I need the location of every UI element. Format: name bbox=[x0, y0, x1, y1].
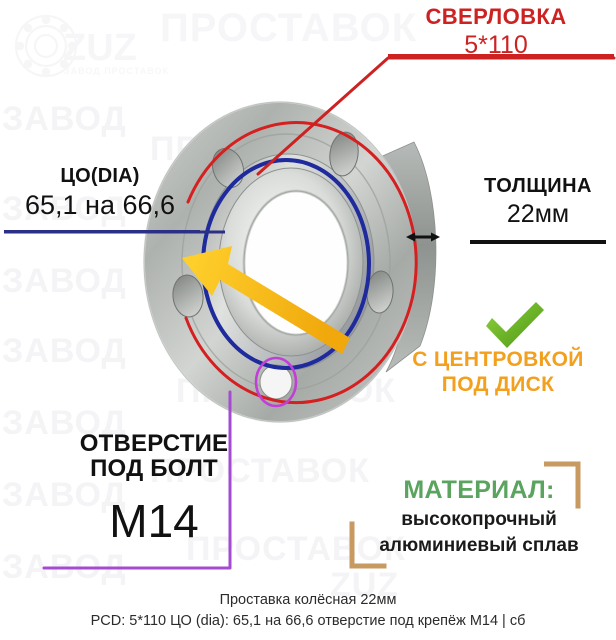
watermark-text: ZUZ bbox=[330, 566, 400, 604]
material-bracket-bottom-left bbox=[349, 521, 387, 569]
callout-drilling: СВЕРЛОВКА 5*110 bbox=[378, 4, 614, 59]
callout-hub-centric: С ЦЕНТРОВКОЙ ПОД ДИСК bbox=[382, 348, 614, 398]
bolt-hole-leader-line bbox=[42, 390, 232, 570]
material-line-2: алюминиевый сплав bbox=[379, 535, 579, 557]
bolt-hole-value: M14 bbox=[109, 494, 199, 547]
product-image-wheel-spacer bbox=[143, 101, 437, 423]
callout-bolt-hole: ОТВЕРСТИЕ ПОД БОЛТ M14 bbox=[40, 430, 268, 547]
thickness-underline bbox=[470, 240, 606, 244]
bolt-hole-marker-overlay bbox=[254, 356, 298, 408]
material-line-1: высокопрочный bbox=[401, 509, 557, 530]
center-bore-value: 65,1 на 66,6 bbox=[24, 189, 176, 220]
hub-centric-line-1: С ЦЕНТРОВКОЙ bbox=[412, 348, 584, 371]
watermark-text: ЗАВОД bbox=[2, 190, 127, 228]
watermark-text: ПРОСТАВОК bbox=[150, 452, 370, 490]
zuz-watermark-logo: ZUZ ЗАВОД ПРОСТАВОК bbox=[14, 14, 169, 78]
bolt-holes bbox=[172, 131, 394, 400]
hub-centric-line-2: ПОД ДИСК bbox=[441, 372, 555, 396]
spacer-hub-ring bbox=[201, 153, 375, 371]
caption-line-2: PCD: 5*110 ЦО (dia): 65,1 на 66,6 отверс… bbox=[90, 613, 526, 630]
material-bracket-top-right bbox=[544, 461, 581, 509]
callout-center-bore: ЦО(DIA) 65,1 на 66,6 bbox=[2, 166, 198, 219]
checkmark-icon bbox=[486, 302, 544, 348]
watermark-text: ЗАВОД bbox=[2, 100, 127, 138]
bolt-hole-caption-line-1: ОТВЕРСТИЕ bbox=[79, 430, 229, 457]
watermark-text: ЗАВОД bbox=[2, 476, 127, 514]
callout-material: МАТЕРИАЛ: высокопрочный алюминиевый спла… bbox=[352, 476, 606, 558]
watermark-text: ЗАВОД bbox=[2, 404, 127, 442]
drilling-underline bbox=[388, 54, 614, 58]
thickness-caption: ТОЛЩИНА bbox=[484, 175, 592, 197]
drilling-leader-line bbox=[256, 56, 616, 176]
watermark-text: ПРОСТАВОК bbox=[186, 530, 406, 568]
bolt-hole-caption-line-2: ПОД БОЛТ bbox=[90, 454, 218, 482]
center-bore-leader-line bbox=[4, 230, 225, 234]
watermark-text: ПРОСТАВОК bbox=[160, 6, 418, 50]
material-caption: МАТЕРИАЛ: bbox=[403, 476, 555, 504]
callout-thickness: ТОЛЩИНА 22мм bbox=[462, 176, 614, 227]
caption-line-1: Проставка колёсная 22мм bbox=[219, 592, 397, 608]
thickness-double-arrow-icon bbox=[406, 232, 440, 242]
hub-centric-pointer-arrow bbox=[182, 246, 350, 354]
watermark-text: ЗАВОД bbox=[2, 332, 127, 370]
svg-text:ЗАВОД ПРОСТАВОК: ЗАВОД ПРОСТАВОК bbox=[64, 66, 169, 76]
svg-text:ZUZ: ZUZ bbox=[63, 27, 137, 69]
product-caption: Проставка колёсная 22мм PCD: 5*110 ЦО (d… bbox=[0, 590, 616, 632]
thickness-value: 22мм bbox=[506, 199, 570, 228]
drilling-value: 5*110 bbox=[464, 30, 528, 59]
center-bore-caption: ЦО(DIA) bbox=[60, 165, 140, 187]
watermark-text: ЗАВОД bbox=[2, 262, 127, 300]
drilling-caption: СВЕРЛОВКА bbox=[425, 4, 567, 29]
